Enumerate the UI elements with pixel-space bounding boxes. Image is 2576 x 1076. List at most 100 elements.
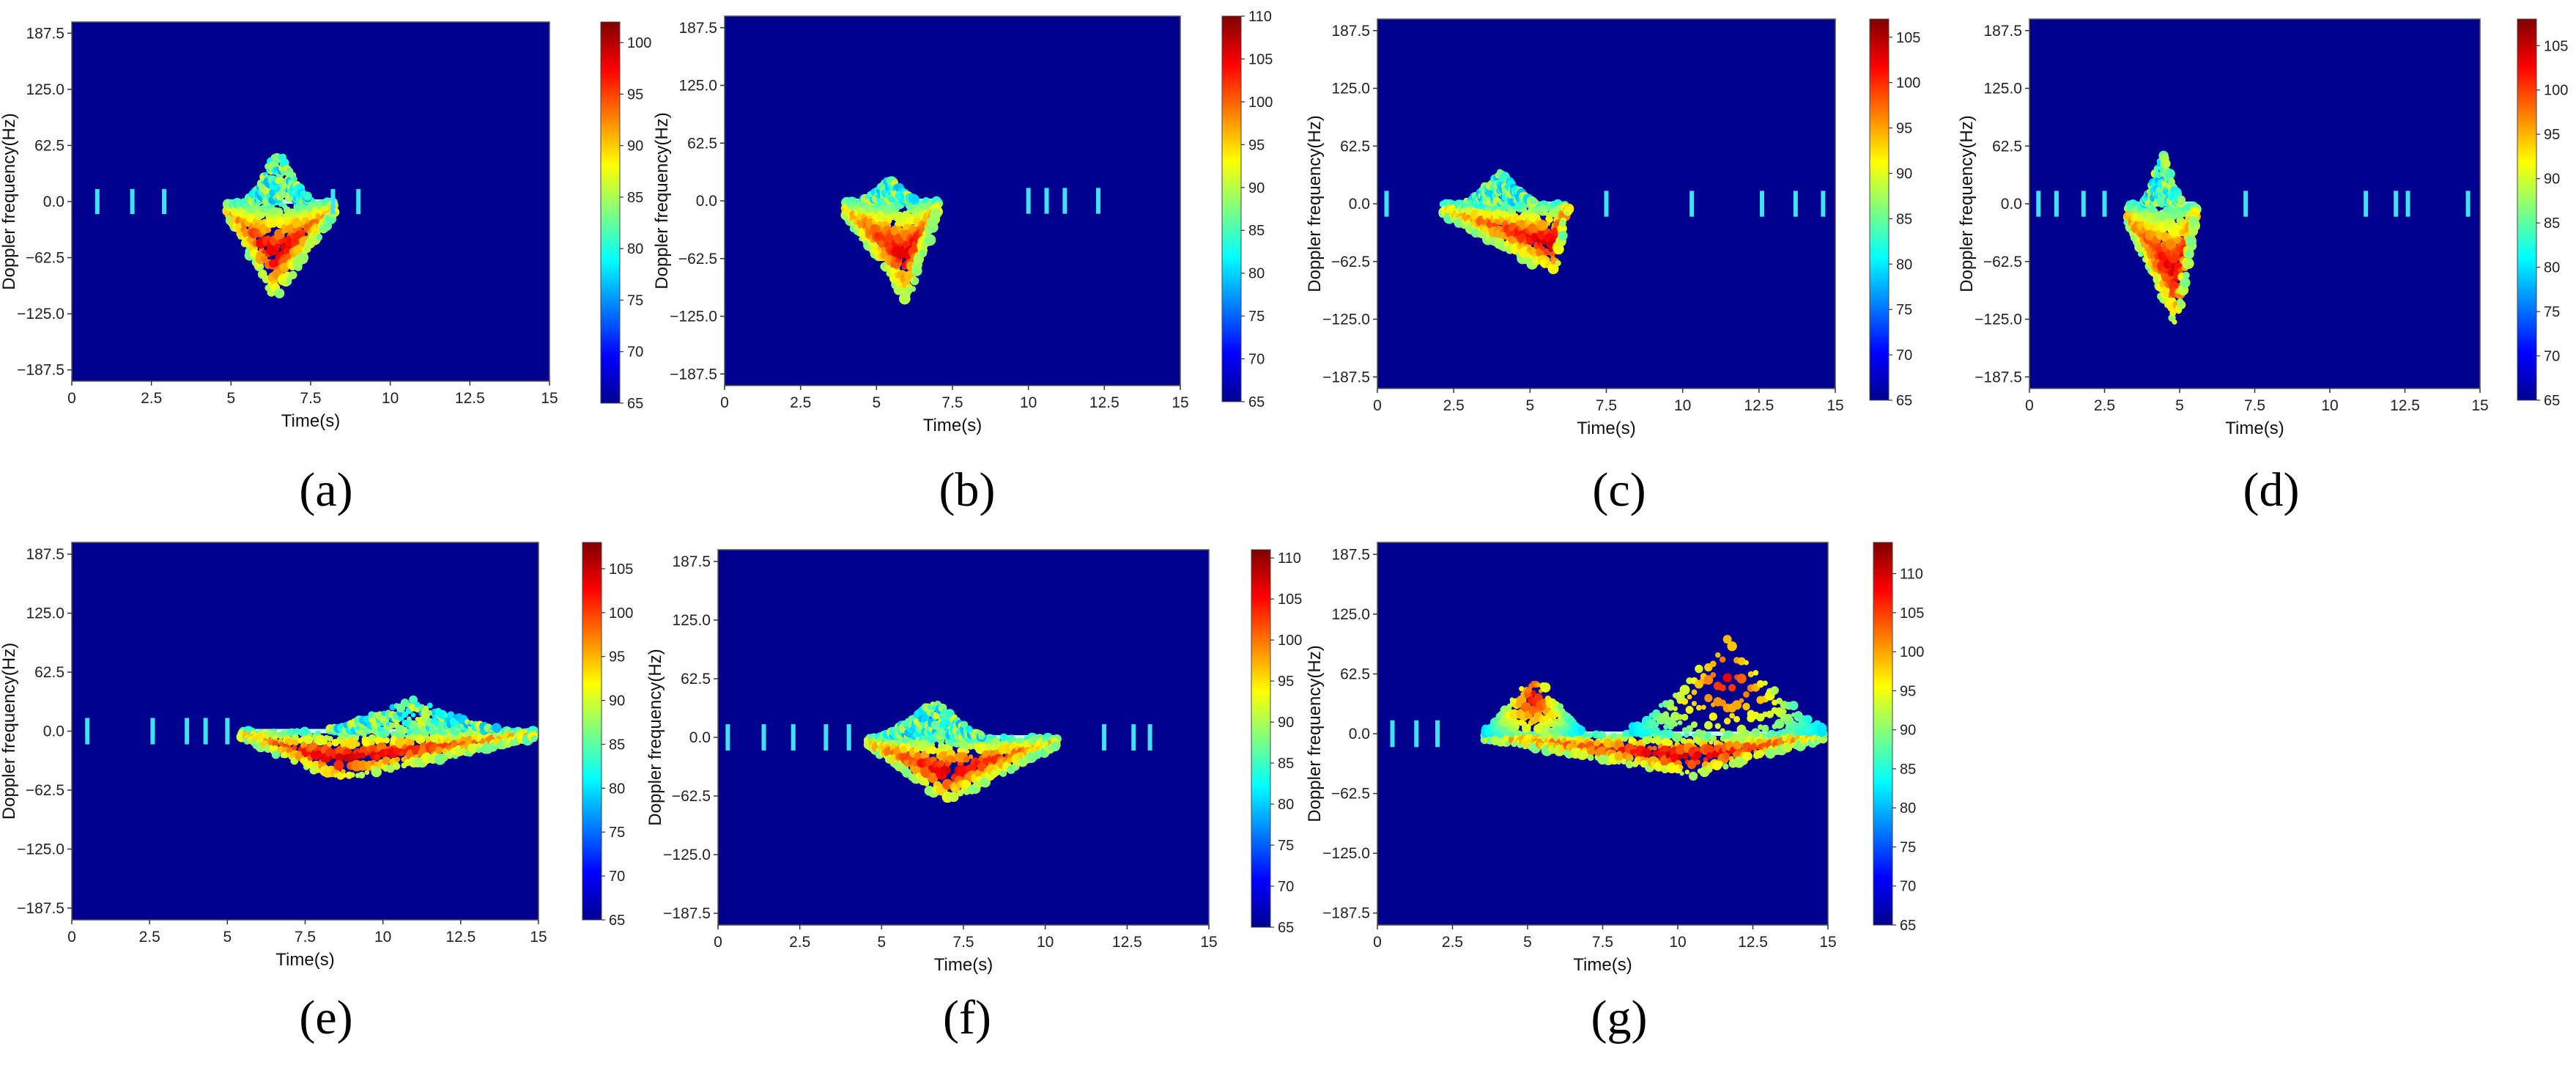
colorbar (1873, 542, 1893, 926)
x-tick-label: 2.5 (1443, 397, 1465, 414)
static-pulse (1384, 191, 1389, 217)
signal-blob (2151, 207, 2158, 214)
signal-blob (910, 286, 917, 292)
signal-blob (1728, 684, 1736, 692)
x-tick-label: 7.5 (300, 390, 321, 407)
x-tick-label: 7.5 (2244, 397, 2265, 414)
signal-blob (1819, 722, 1825, 729)
signal-blob (1683, 732, 1689, 738)
static-pulse (791, 724, 796, 751)
signal-blob (1679, 685, 1690, 696)
signal-blob (355, 741, 360, 747)
signal-blob (999, 733, 1008, 742)
signal-blob (326, 741, 333, 748)
spectrogram-signal (85, 695, 539, 780)
static-pulse (203, 718, 208, 745)
signal-blob (426, 702, 433, 709)
x-tick-label: 2.5 (1442, 934, 1463, 951)
signal-blob (270, 220, 278, 228)
signal-blob (316, 768, 321, 773)
signal-blob (1767, 731, 1773, 737)
signal-blob (978, 731, 985, 737)
signal-blob (1703, 745, 1715, 756)
signal-blob (1700, 730, 1707, 736)
static-pulse (2036, 191, 2041, 217)
x-tick-label: 2.5 (789, 934, 810, 951)
colorbar-tick-label: 70 (2544, 349, 2560, 365)
y-tick-label: 187.5 (1331, 23, 1370, 40)
signal-blob (1688, 771, 1698, 781)
signal-blob (1652, 726, 1660, 735)
y-tick-label: 0.0 (689, 729, 711, 746)
colorbar-tick-label: 65 (1896, 393, 1912, 409)
signal-blob (1665, 729, 1674, 739)
panel-d: 0 2.5 5 7.5 10 12.5 15 187.5 125.0 62.5 0.0 −62.5 −1… (1957, 18, 2568, 517)
static-pulse (1604, 191, 1609, 217)
signal-blob (929, 746, 938, 755)
signal-blob (897, 203, 903, 209)
x-tick-label: 5 (223, 929, 232, 946)
panel-label: (g) (1591, 991, 1648, 1044)
signal-blob (303, 191, 312, 201)
panel-f: 0 2.5 5 7.5 10 12.5 15 187.5 125.0 62.5 0.0 −62.5 −1… (645, 549, 1302, 1044)
signal-blob (409, 733, 417, 742)
colorbar (1251, 549, 1271, 928)
signal-blob (1007, 757, 1013, 763)
y-tick-label: 62.5 (1340, 138, 1370, 155)
signal-blob (354, 752, 361, 760)
signal-blob (1662, 711, 1669, 718)
static-pulse (1793, 191, 1798, 217)
signal-blob (291, 176, 297, 183)
signal-blob (2180, 277, 2191, 288)
colorbar-tick-label: 95 (2544, 127, 2560, 143)
signal-blob (289, 270, 297, 279)
x-tick-label: 2.5 (790, 394, 811, 411)
signal-blob (292, 734, 299, 741)
y-tick-label: −125.0 (663, 847, 711, 863)
x-tick-label: 15 (1826, 397, 1843, 414)
panel-a: 0 2.5 5 7.5 10 12.5 15 187.5 125.0 62.5 0.0 −62.5 −1… (0, 21, 651, 517)
static-pulse (823, 724, 829, 751)
static-pulse (162, 188, 167, 215)
signal-blob (911, 196, 918, 202)
signal-blob (1050, 741, 1060, 752)
colorbar-tick-label: 85 (627, 190, 643, 206)
x-tick-label: 15 (1819, 934, 1836, 951)
colorbar-tick-label: 75 (1248, 309, 1265, 325)
colorbar-tick-label: 75 (1900, 839, 1916, 855)
signal-blob (928, 773, 939, 784)
signal-blob (944, 767, 952, 774)
x-tick-label: 2.5 (139, 929, 160, 946)
signal-blob (1616, 759, 1621, 765)
signal-blob (369, 740, 375, 746)
colorbar-tick-label: 70 (627, 344, 643, 361)
colorbar-tick-label: 80 (609, 781, 625, 797)
signal-blob (930, 208, 941, 220)
signal-blob (1733, 751, 1740, 759)
colorbar-tick-label: 105 (1248, 51, 1273, 67)
colorbar-tick-label: 85 (2544, 215, 2560, 232)
colorbar-tick-label: 65 (1248, 394, 1265, 410)
signal-blob (1651, 751, 1658, 756)
signal-blob (286, 738, 295, 746)
y-tick-label: 125.0 (1331, 606, 1370, 623)
signal-blob (1549, 251, 1555, 257)
colorbar-tick-label: 95 (627, 86, 643, 103)
static-pulse (1062, 188, 1067, 214)
x-tick-label: 10 (1669, 934, 1686, 951)
x-tick-label: 7.5 (1596, 397, 1617, 414)
signal-blob (1540, 246, 1545, 251)
y-axis-label: Doppler frequency(Hz) (1305, 115, 1325, 292)
x-tick-label: 7.5 (941, 394, 963, 411)
spectrogram-signal (725, 700, 1152, 803)
y-tick-label: 125.0 (26, 81, 64, 98)
colorbar-tick-label: 75 (609, 825, 625, 841)
static-pulse (85, 718, 90, 745)
static-pulse (1689, 191, 1695, 217)
static-pulse (2081, 191, 2086, 217)
x-tick-label: 7.5 (952, 934, 974, 951)
colorbar (1869, 18, 1890, 401)
colorbar-tick-label: 105 (1278, 592, 1302, 608)
signal-blob (2183, 257, 2194, 270)
static-pulse (1760, 191, 1764, 217)
